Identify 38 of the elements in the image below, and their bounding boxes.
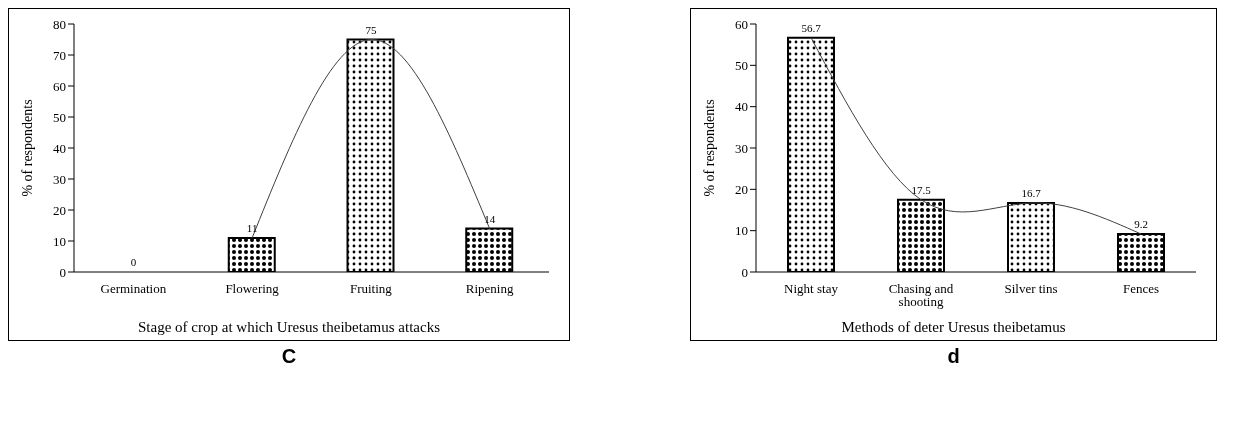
x-tick-label: Fences	[1122, 281, 1160, 297]
x-tick-label: Flowering	[225, 281, 280, 297]
data-label: 75	[365, 23, 377, 36]
x-tick-label: Night stay	[784, 281, 839, 297]
data-label: 16.7	[1021, 186, 1042, 199]
y-tick-label: 0	[59, 264, 66, 280]
x-tick-label: Silver tins	[1004, 281, 1058, 297]
y-tick-label: 40	[53, 140, 66, 156]
y-tick-label: 10	[735, 223, 748, 239]
y-tick-label: 60	[53, 78, 66, 94]
y-tick-label: 40	[735, 99, 748, 115]
x-tick-label: Chasing and shooting	[888, 281, 954, 310]
y-tick-label: 50	[53, 109, 66, 125]
y-axis-title: % of respondents	[701, 99, 717, 197]
y-tick-label: 70	[53, 47, 66, 63]
data-label: 0	[130, 256, 137, 268]
x-axis-title: Methods of deter Uresus theibetamus	[840, 319, 1067, 337]
data-label: 56.7	[801, 21, 822, 34]
y-tick-label: 30	[53, 171, 66, 187]
text: C	[280, 345, 298, 368]
y-tick-label: 30	[735, 140, 748, 156]
data-label: 17.5	[911, 183, 932, 196]
y-tick-label: 20	[735, 181, 748, 197]
x-tick-label: Germination	[100, 281, 167, 297]
y-tick-label: 80	[53, 16, 66, 32]
x-axis-title: Stage of crop at which Uresus theibetamus attacks	[137, 319, 441, 337]
x-tick-label: Fruiting	[349, 281, 393, 297]
y-tick-label: 0	[741, 264, 748, 280]
y-tick-label: 10	[53, 233, 66, 249]
y-tick-label: 20	[53, 202, 66, 218]
text: d	[946, 345, 961, 368]
y-tick-label: 50	[735, 57, 748, 73]
y-axis-title: % of respondents	[19, 99, 35, 197]
data-label: 11	[246, 221, 258, 234]
data-label: 9.2	[1134, 217, 1148, 230]
y-tick-label: 60	[735, 16, 748, 32]
data-label: 14	[484, 212, 496, 225]
x-tick-label: Ripening	[465, 281, 514, 297]
